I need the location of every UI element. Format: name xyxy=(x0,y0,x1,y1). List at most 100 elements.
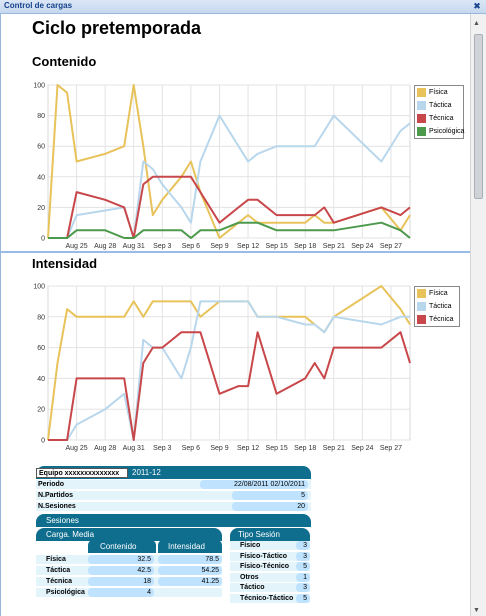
x-tick-label: Sep 24 xyxy=(351,243,373,250)
x-tick-label: Sep 21 xyxy=(323,445,345,452)
carga-contenido-value: 4 xyxy=(88,588,154,597)
summary-row-bg xyxy=(36,480,311,489)
carga-contenido-value: 42.5 xyxy=(88,566,154,575)
carga-contenido-value: 18 xyxy=(88,577,154,586)
x-tick-label: Aug 31 xyxy=(123,445,145,452)
sessions-header-bar xyxy=(36,514,311,527)
carga-row-label: Psicológica xyxy=(46,589,85,596)
x-tick-label: Aug 31 xyxy=(123,243,145,250)
legend-swatch xyxy=(417,113,426,123)
carga-intensidad-value: 41.25 xyxy=(158,577,222,586)
summary-row-value: 5 xyxy=(232,491,308,500)
y-tick-label: 20 xyxy=(37,205,45,212)
window-titlebar: Control de cargas ✖ xyxy=(0,0,486,14)
legend-entry: Táctica xyxy=(415,300,459,313)
tipo-row-bg xyxy=(230,551,310,561)
col-intensidad-label: Intensidad xyxy=(168,542,205,551)
x-tick-label: Sep 6 xyxy=(182,445,200,452)
summary-row-label: N.Partidos xyxy=(38,492,74,499)
plot-area xyxy=(47,84,411,239)
season-label: 2011-12 xyxy=(132,468,161,477)
window-frame xyxy=(0,14,486,616)
contenido-legend: Física Táctica Técnica Psicológica xyxy=(414,85,464,139)
tipo-row-value: 3 xyxy=(296,551,310,561)
legend-label: Técnica xyxy=(429,316,454,323)
tipo-row-bg xyxy=(230,572,310,582)
x-tick-label: Aug 28 xyxy=(94,243,116,250)
legend-entry: Física xyxy=(415,287,459,300)
section-divider xyxy=(1,251,470,253)
x-tick-label: Sep 9 xyxy=(210,243,228,250)
x-tick-label: Aug 28 xyxy=(94,445,116,452)
legend-label: Física xyxy=(429,290,448,297)
y-tick-label: 60 xyxy=(37,345,45,352)
tipo-row-label: Otros xyxy=(240,573,259,581)
legend-entry: Física xyxy=(415,86,463,99)
x-tick-label: Sep 6 xyxy=(182,243,200,250)
carga-header-bar xyxy=(36,528,222,541)
y-tick-label: 100 xyxy=(33,284,45,291)
y-tick-label: 80 xyxy=(37,113,45,120)
y-tick-label: 80 xyxy=(37,314,45,321)
y-tick-label: 100 xyxy=(33,83,45,90)
tipo-row-bg xyxy=(230,541,310,550)
y-tick-label: 40 xyxy=(37,174,45,181)
x-tick-label: Sep 24 xyxy=(351,445,373,452)
scrollbar-thumb[interactable] xyxy=(474,34,483,199)
legend-label: Técnica xyxy=(429,115,454,122)
scroll-up-icon[interactable]: ▲ xyxy=(473,20,480,27)
carga-intensidad-value: 78.5 xyxy=(158,555,222,564)
tipo-row-value: 5 xyxy=(296,593,310,603)
legend-label: Psicológica xyxy=(429,128,465,135)
carga-contenido-value: 32.5 xyxy=(88,555,154,564)
legend-swatch xyxy=(417,314,426,324)
legend-entry: Técnica xyxy=(415,112,463,125)
tipo-row-bg xyxy=(230,562,310,571)
x-tick-label: Sep 18 xyxy=(294,445,316,452)
carga-row-label: Física xyxy=(46,556,66,563)
scroll-down-icon[interactable]: ▼ xyxy=(473,607,480,614)
tipo-title: Tipo Sesión xyxy=(238,530,280,539)
tipo-row-value: 1 xyxy=(296,572,310,582)
chart-title-contenido: Contenido xyxy=(32,54,97,69)
team-label: Equipo xxxxxxxxxxxxxx xyxy=(36,468,128,478)
close-icon[interactable]: ✖ xyxy=(473,1,481,11)
tipo-row-label: Físico xyxy=(240,542,261,549)
carga-row-label: Técnica xyxy=(46,578,73,585)
summary-row-value: 22/08/2011 02/10/2011 xyxy=(200,480,308,489)
summary-row-bg xyxy=(36,491,311,500)
tipo-row-value: 3 xyxy=(296,583,310,592)
plot-area xyxy=(47,285,411,441)
y-tick-label: 20 xyxy=(37,407,45,414)
tipo-row-label: Físico-Técnico xyxy=(240,563,290,570)
series-line-1 xyxy=(48,114,411,239)
vertical-scrollbar[interactable]: ▲ ▼ xyxy=(470,14,486,616)
series-line-2 xyxy=(48,331,411,441)
sessions-title: Sesiones xyxy=(46,516,79,525)
legend-label: Táctica xyxy=(429,303,452,310)
tipo-row-bg xyxy=(230,583,310,592)
tipo-row-value: 5 xyxy=(296,562,310,571)
x-tick-label: Sep 27 xyxy=(380,243,402,250)
legend-swatch xyxy=(417,100,426,110)
tipo-row-value: 3 xyxy=(296,541,310,550)
x-tick-label: Sep 12 xyxy=(237,243,259,250)
col-intensidad-header xyxy=(158,540,222,553)
carga-row-label: Táctica xyxy=(46,567,71,574)
col-contenido-header xyxy=(88,540,156,553)
window-title: Control de cargas xyxy=(4,1,73,10)
y-tick-label: 0 xyxy=(41,438,45,445)
intensidad-chart: 0 20 40 60 80 100 Aug 25 Aug 28 Aug 31 Sep 3 Sep 6… xyxy=(33,284,411,452)
x-tick-label: Sep 15 xyxy=(266,243,288,250)
col-contenido-label: Contenido xyxy=(100,542,137,551)
x-tick-label: Sep 18 xyxy=(294,243,316,250)
summary-row-bg xyxy=(36,502,311,511)
x-tick-label: Aug 25 xyxy=(65,243,87,250)
tipo-row-label: Táctico xyxy=(240,584,265,591)
tipo-row-label: Técnico-Táctico xyxy=(240,594,294,602)
y-tick-label: 40 xyxy=(37,376,45,383)
chart-title-intensidad: Intensidad xyxy=(32,256,98,271)
tipo-header-bar xyxy=(230,528,310,541)
legend-label: Táctica xyxy=(429,102,452,109)
contenido-chart: 0 20 40 60 80 100 Aug 25 Aug 28 Aug 31 Sep 3 Sep 6… xyxy=(33,83,411,250)
